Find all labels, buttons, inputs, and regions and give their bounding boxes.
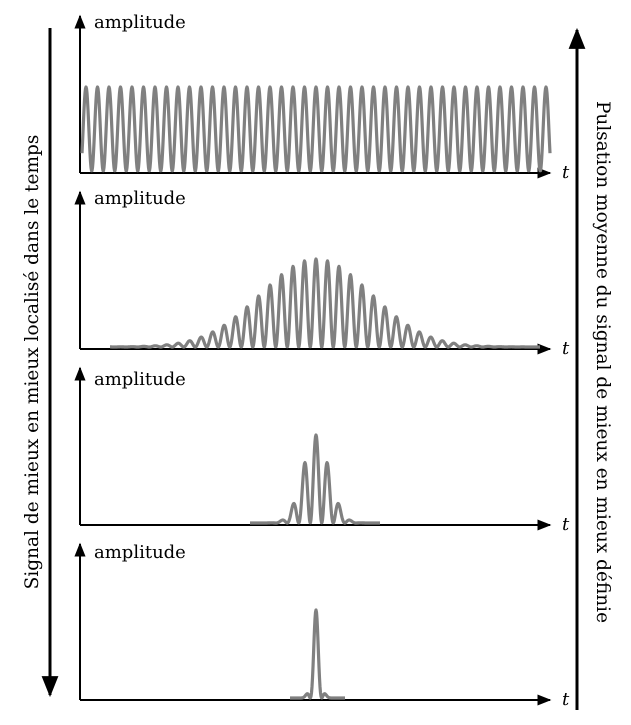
panel-1-xlabel: t	[562, 162, 570, 183]
left-arrow-label: Signal de mieux en mieux localisé dans l…	[22, 135, 43, 590]
panel-4-xlabel: t	[562, 689, 570, 710]
panel-4-waveform	[288, 608, 347, 700]
right-arrow-label: Pulsation moyenne du signal de mieux en …	[592, 101, 613, 623]
panel-4-ylabel: amplitude	[94, 542, 186, 563]
panel-1: amplitude t	[74, 12, 570, 183]
panel-2: amplitude t	[74, 188, 570, 359]
panel-1-ylabel: amplitude	[94, 12, 186, 33]
panel-3: amplitude t	[74, 366, 570, 535]
panel-2-waveform	[108, 257, 542, 349]
panel-2-xlabel: t	[562, 338, 570, 359]
panel-2-ylabel: amplitude	[94, 188, 186, 209]
panel-3-waveform	[248, 433, 382, 525]
panel-3-ylabel: amplitude	[94, 369, 186, 390]
panel-4: amplitude t	[74, 542, 570, 710]
panel-1-waveform	[80, 85, 552, 173]
panel-3-xlabel: t	[562, 514, 570, 535]
